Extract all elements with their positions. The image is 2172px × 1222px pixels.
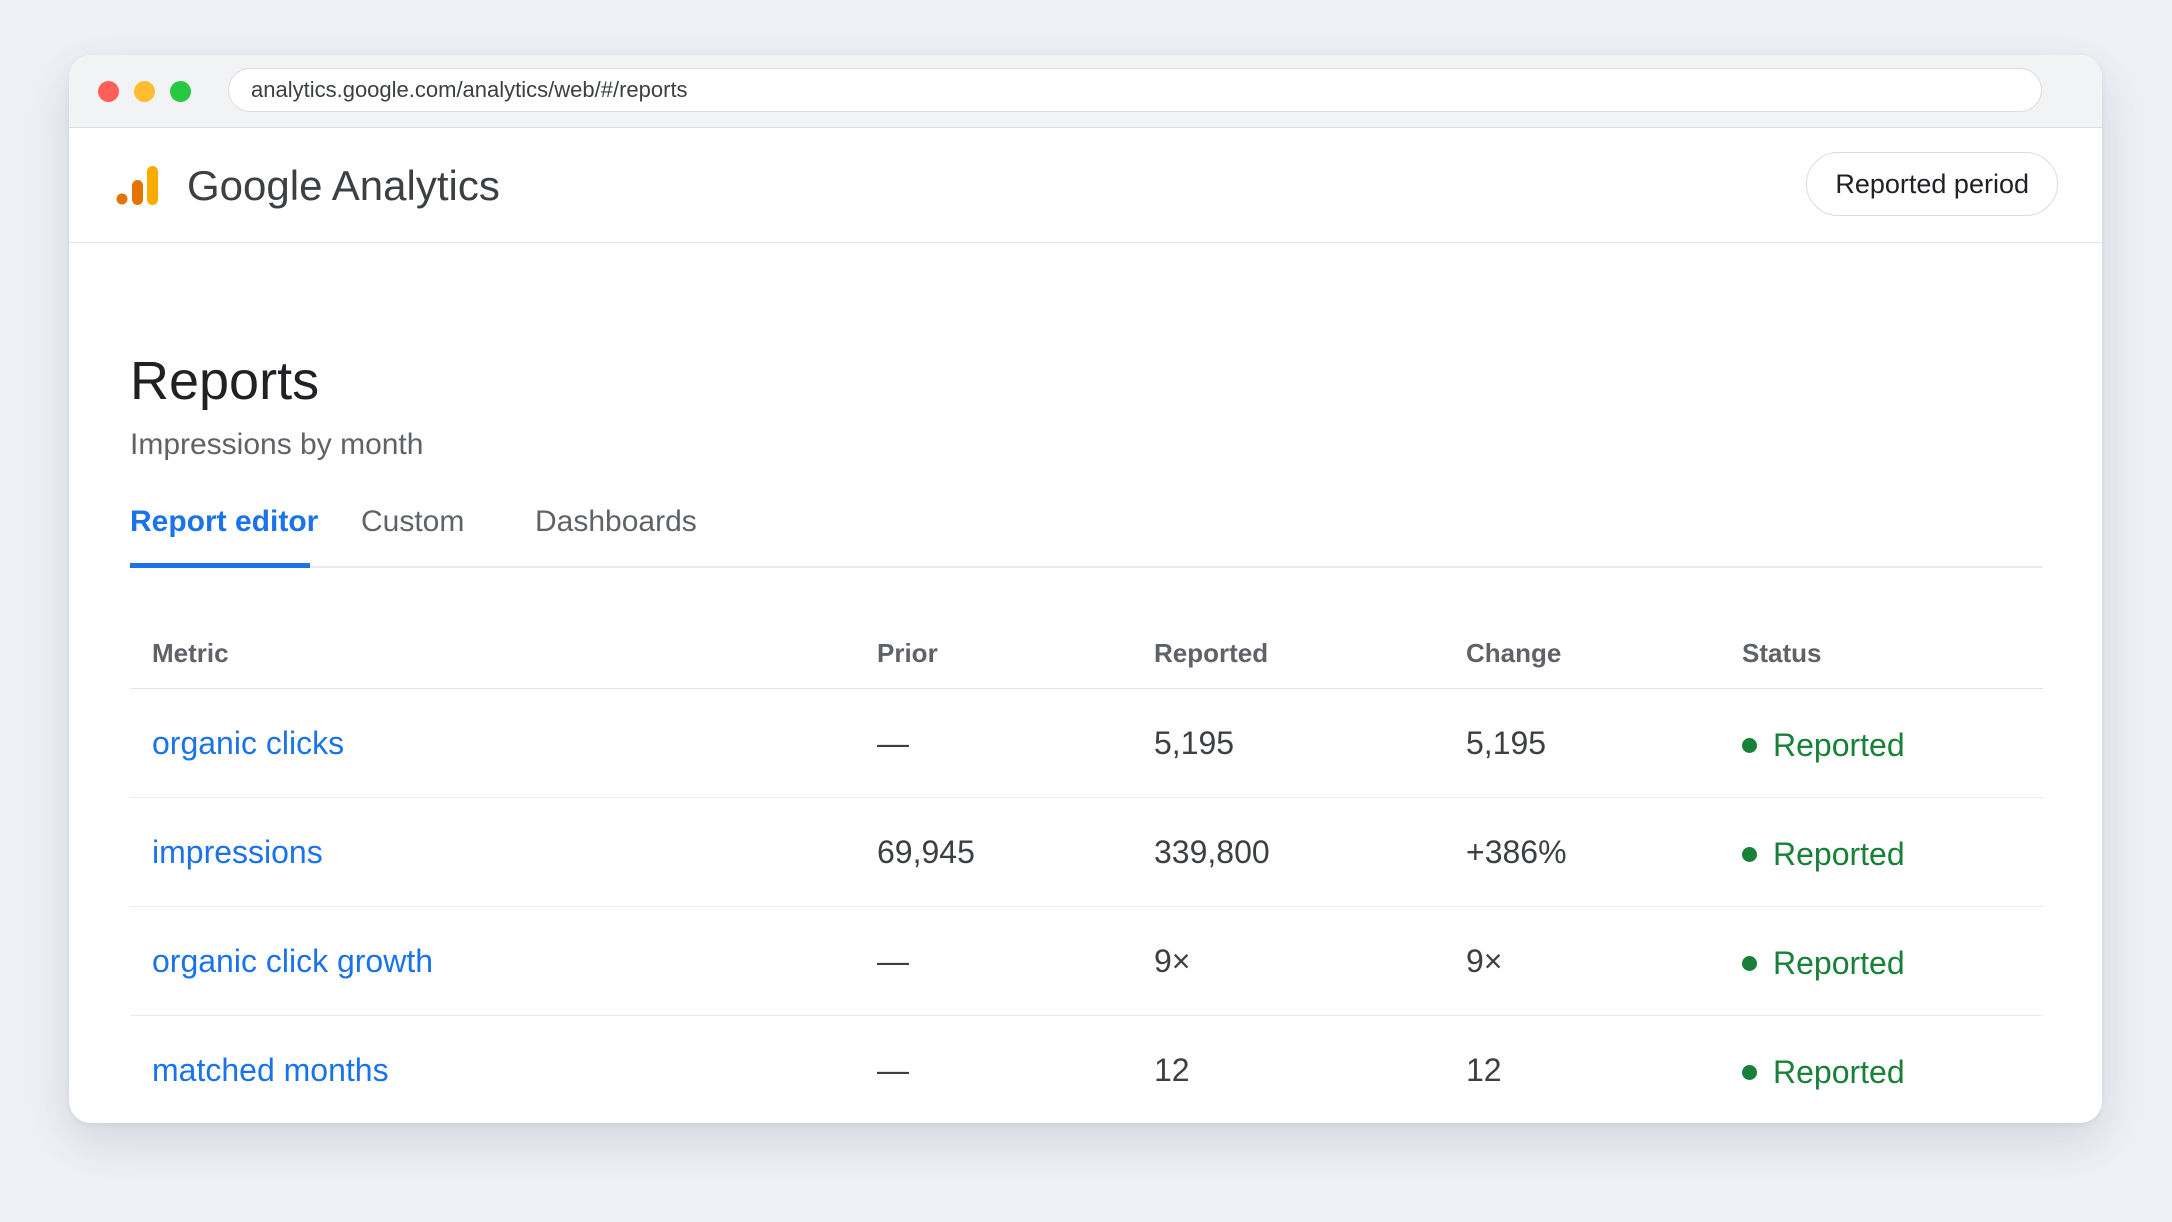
change-value: 9×: [1466, 943, 1503, 979]
status-label: Reported: [1773, 945, 1905, 981]
column-header-status[interactable]: Status: [1742, 638, 1822, 668]
metric-link[interactable]: matched months: [152, 1052, 389, 1088]
app-title: Google Analytics: [187, 162, 500, 209]
metric-link[interactable]: organic click growth: [152, 943, 433, 979]
status-label: Reported: [1773, 836, 1905, 872]
column-header-change[interactable]: Change: [1466, 638, 1562, 668]
status-badge: Reported: [1742, 943, 1905, 983]
table-row: impressions 69,945 339,800 +386% Reporte…: [130, 798, 2043, 907]
address-bar[interactable]: analytics.google.com/analytics/web/#/rep…: [228, 68, 2042, 112]
active-tab-indicator: [130, 563, 310, 568]
page-subtitle: Impressions by month: [130, 428, 424, 461]
metric-link[interactable]: impressions: [152, 834, 323, 870]
minimize-window-button[interactable]: [134, 81, 155, 102]
change-value: 5,195: [1466, 725, 1547, 761]
table-row: organic click growth — 9× 9× Reported: [130, 907, 2043, 1016]
table-header-row: Metric Prior Reported Change Status: [130, 619, 2043, 689]
reported-value: 9×: [1154, 943, 1191, 979]
status-badge: Reported: [1742, 1052, 1905, 1092]
status-dot-icon: [1742, 1065, 1757, 1080]
prior-value: —: [877, 1052, 909, 1088]
tab-report-editor[interactable]: Report editor: [130, 505, 319, 538]
reported-value: 5,195: [1154, 725, 1235, 761]
metric-link[interactable]: organic clicks: [152, 725, 345, 761]
reported-value: 339,800: [1154, 834, 1270, 870]
tab-dashboards[interactable]: Dashboards: [535, 505, 697, 538]
tab-bar: Report editor Custom Dashboards: [130, 499, 2043, 568]
column-header-prior[interactable]: Prior: [877, 638, 938, 668]
tab-custom[interactable]: Custom: [361, 505, 465, 538]
prior-value: —: [877, 725, 909, 761]
status-dot-icon: [1742, 956, 1757, 971]
status-badge: Reported: [1742, 725, 1905, 765]
maximize-window-button[interactable]: [170, 81, 191, 102]
report-table: Metric Prior Reported Change Status orga…: [130, 619, 2043, 1123]
status-label: Reported: [1773, 1054, 1905, 1090]
change-value: +386%: [1466, 834, 1567, 870]
status-label: Reported: [1773, 727, 1905, 763]
reported-period-button[interactable]: Reported period: [1806, 152, 2058, 216]
prior-value: —: [877, 943, 909, 979]
analytics-bars-icon: [116, 166, 158, 205]
table-row: matched months — 12 12 Reported: [130, 1016, 2043, 1123]
browser-window: analytics.google.com/analytics/web/#/rep…: [69, 55, 2102, 1123]
status-badge: Reported: [1742, 834, 1905, 874]
browser-toolbar: analytics.google.com/analytics/web/#/rep…: [69, 55, 2102, 128]
column-header-reported[interactable]: Reported: [1154, 638, 1269, 668]
table-row: organic clicks — 5,195 5,195 Reported: [130, 689, 2043, 798]
close-window-button[interactable]: [98, 81, 119, 102]
reported-value: 12: [1154, 1052, 1190, 1088]
status-dot-icon: [1742, 847, 1757, 862]
page-title: Reports: [130, 351, 320, 411]
app-header: Google Analytics Reported period: [69, 128, 2102, 243]
change-value: 12: [1466, 1052, 1502, 1088]
prior-value: 69,945: [877, 834, 975, 870]
status-dot-icon: [1742, 738, 1757, 753]
column-header-metric[interactable]: Metric: [152, 638, 229, 668]
